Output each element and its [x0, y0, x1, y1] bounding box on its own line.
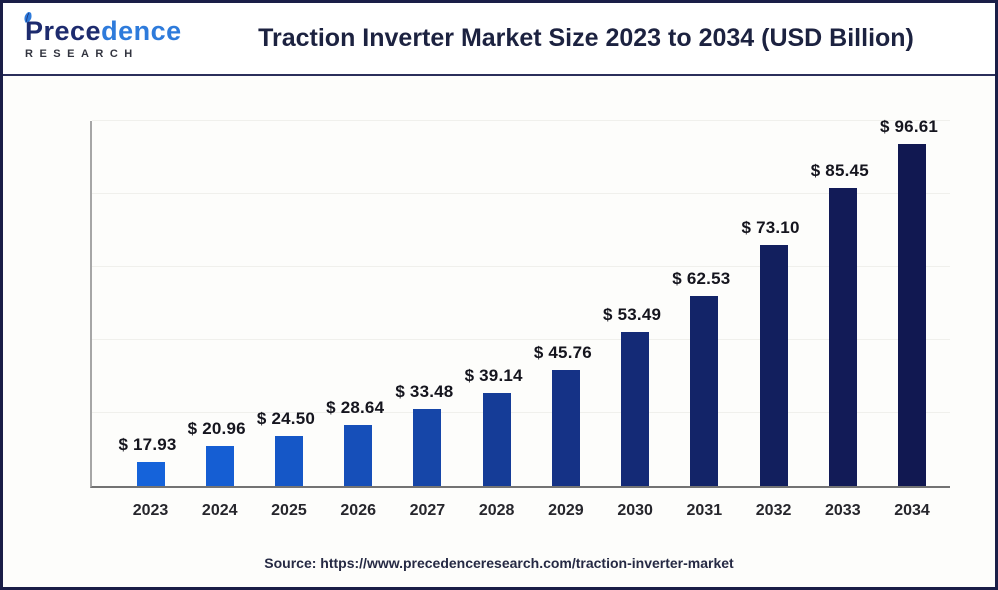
brand-name-part1: Prece [25, 15, 102, 46]
x-tick-label-2024: 2024 [201, 502, 238, 519]
bar-2031 [690, 296, 719, 486]
bar-value-label-2025: $ 24.50 [256, 409, 316, 428]
plot-area: $ 17.93 2023 $ 20.96 2024 $ 24.50 2025 $ 28.64… [90, 117, 950, 519]
bar-value-label-2034: $ 96.61 [879, 117, 939, 136]
bar-value-label-2023: $ 17.93 [118, 435, 177, 454]
x-tick-label-2028: 2028 [478, 502, 515, 519]
bar-2024 [205, 446, 234, 486]
bar-2026 [344, 425, 373, 486]
brand-name: Precedence [25, 15, 195, 46]
bar-value-label-2027: $ 33.48 [395, 382, 454, 401]
bar-2029 [551, 370, 580, 486]
brand-logo: Precedence RESEARCH [24, 11, 195, 60]
x-tick-label-2023: 2023 [132, 502, 169, 519]
brand-subtitle: RESEARCH [25, 47, 139, 60]
bar-value-label-2031: $ 62.53 [672, 269, 731, 288]
x-tick-label-2033: 2033 [825, 502, 861, 519]
gridline [92, 412, 950, 413]
bar-2034 [898, 144, 927, 486]
bar-2025 [274, 436, 303, 486]
bar-value-label-2029: $ 45.76 [533, 343, 592, 362]
leaf-icon [24, 11, 32, 23]
bar-2027 [413, 409, 442, 486]
gridline [92, 120, 950, 121]
x-tick-label-2025: 2025 [271, 502, 307, 519]
header: Precedence RESEARCH Traction Inverter Ma… [3, 3, 995, 76]
bar-value-label-2028: $ 39.14 [464, 366, 523, 385]
bar-value-label-2026: $ 28.64 [326, 398, 385, 417]
bar-value-label-2030: $ 53.49 [603, 305, 662, 324]
bar-2023 [136, 462, 165, 486]
x-tick-label-2026: 2026 [340, 502, 376, 519]
x-tick-label-2031: 2031 [686, 502, 723, 519]
bar-2032 [759, 245, 788, 486]
bar-2033 [828, 188, 857, 486]
brand-name-part2: dence [101, 15, 182, 46]
bar-value-label-2032: $ 73.10 [741, 218, 800, 237]
bar-value-label-2024: $ 20.96 [187, 419, 246, 438]
gridline [92, 266, 950, 267]
source-citation: Source: https://www.precedenceresearch.c… [264, 555, 734, 571]
x-tick-label-2032: 2032 [755, 502, 792, 519]
gridline [92, 339, 950, 340]
x-tick-label-2030: 2030 [617, 502, 653, 519]
x-tick-label-2029: 2029 [548, 502, 584, 519]
bar-2028 [482, 393, 511, 486]
x-tick-label-2027: 2027 [409, 502, 446, 519]
x-tick-label-2034: 2034 [894, 502, 930, 519]
gridline [92, 193, 950, 194]
bar-value-label-2033: $ 85.45 [810, 161, 869, 180]
chart-title: Traction Inverter Market Size 2023 to 20… [258, 24, 914, 52]
bar-2030 [621, 332, 650, 486]
